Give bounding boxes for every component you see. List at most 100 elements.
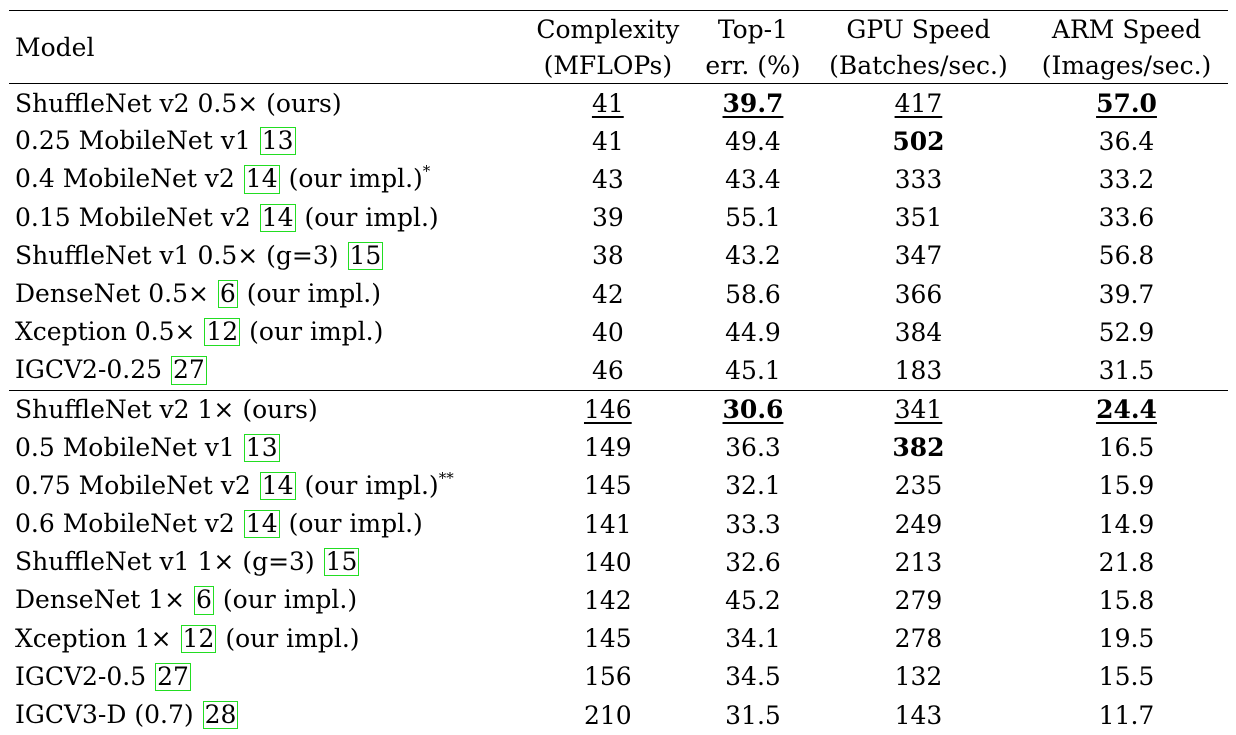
comparison-table: Model Complexity Top-1 GPU Speed ARM Spe… xyxy=(9,10,1228,734)
complexity-cell: 46 xyxy=(522,351,694,390)
top1-cell: 55.1 xyxy=(694,199,812,237)
arm-cell: 52.9 xyxy=(1025,313,1228,351)
top1-cell: 32.6 xyxy=(694,543,812,581)
gpu-cell: 183 xyxy=(812,351,1025,390)
model-name: IGCV2-0.5 xyxy=(15,661,147,691)
complexity-cell: 40 xyxy=(522,313,694,351)
gpu-value: 249 xyxy=(894,509,943,539)
model-name-cell: IGCV2-0.5 27 xyxy=(9,658,522,696)
model-name: DenseNet 0.5× xyxy=(15,278,209,308)
citation-link[interactable]: 14 xyxy=(259,202,296,232)
arm-value: 15.9 xyxy=(1098,471,1155,501)
top1-value: 43.2 xyxy=(725,241,781,271)
citation-link[interactable]: 13 xyxy=(259,126,296,156)
model-name-cell: IGCV2-0.25 27 xyxy=(9,351,522,390)
gpu-cell: 235 xyxy=(812,467,1025,505)
model-name-cell: 0.25 MobileNet v1 13 xyxy=(9,122,522,160)
model-name: 0.5 MobileNet v1 xyxy=(15,432,235,462)
header-gpu-line1: GPU Speed xyxy=(846,14,991,44)
table-row: Xception 1× 12 (our impl.) 145 34.1 278 19.5 xyxy=(9,620,1228,658)
model-name-cell: ShuffleNet v1 1× (g=3) 15 xyxy=(9,543,522,581)
complexity-value: 40 xyxy=(591,317,624,347)
top1-value: 39.7 xyxy=(722,88,784,118)
citation-link[interactable]: 27 xyxy=(155,661,191,692)
model-name: DenseNet 1× xyxy=(15,585,186,615)
top1-cell: 43.2 xyxy=(694,237,812,275)
top1-cell: 34.1 xyxy=(694,620,812,658)
gpu-value: 213 xyxy=(894,547,943,577)
gpu-cell: 366 xyxy=(812,275,1025,313)
arm-cell: 11.7 xyxy=(1025,696,1228,734)
complexity-cell: 38 xyxy=(522,237,694,275)
gpu-value: 347 xyxy=(894,241,943,271)
header-row-2: (MFLOPs) err. (%) (Batches/sec.) (Images… xyxy=(9,47,1228,84)
complexity-value: 210 xyxy=(583,700,632,730)
table-row: IGCV2-0.5 27 156 34.5 132 15.5 xyxy=(9,658,1228,696)
model-name-cell: 0.5 MobileNet v1 13 xyxy=(9,429,522,467)
gpu-cell: 384 xyxy=(812,313,1025,351)
complexity-value: 41 xyxy=(591,126,624,156)
arm-value: 33.6 xyxy=(1098,203,1155,233)
complexity-value: 141 xyxy=(583,509,632,539)
arm-value: 52.9 xyxy=(1098,317,1155,347)
citation-link[interactable]: 14 xyxy=(259,470,296,501)
citation-link[interactable]: 14 xyxy=(243,509,280,539)
model-suffix: (our impl.) xyxy=(222,585,358,615)
model-suffix: (our impl.) xyxy=(304,470,439,500)
gpu-value: 235 xyxy=(894,471,943,501)
complexity-cell: 145 xyxy=(522,620,694,658)
top1-cell: 43.4 xyxy=(694,160,812,198)
arm-cell: 21.8 xyxy=(1025,543,1228,581)
arm-value: 15.5 xyxy=(1098,662,1155,692)
header-top1-line2: err. (%) xyxy=(705,50,801,80)
citation-link[interactable]: 12 xyxy=(204,317,241,347)
model-suffix: (our impl.) xyxy=(249,317,384,347)
header-model: Model xyxy=(15,32,95,62)
gpu-cell: 279 xyxy=(812,581,1025,619)
arm-cell: 31.5 xyxy=(1025,351,1228,390)
gpu-cell: 278 xyxy=(812,620,1025,658)
table-row: ShuffleNet v1 1× (g=3) 15 140 32.6 213 21.8 xyxy=(9,543,1228,581)
header-complexity-line2: (MFLOPs) xyxy=(543,50,673,80)
complexity-value: 145 xyxy=(583,624,632,654)
arm-value: 11.7 xyxy=(1098,700,1155,730)
model-name: ShuffleNet v2 1× (ours) xyxy=(15,395,318,425)
gpu-cell: 249 xyxy=(812,505,1025,543)
arm-cell: 19.5 xyxy=(1025,620,1228,658)
arm-value: 33.2 xyxy=(1098,164,1155,194)
citation-link[interactable]: 15 xyxy=(323,547,360,577)
citation-link[interactable]: 14 xyxy=(243,164,280,194)
citation-link[interactable]: 12 xyxy=(180,623,217,653)
citation-link[interactable]: 27 xyxy=(171,355,207,385)
top1-value: 44.9 xyxy=(725,317,781,347)
top1-value: 31.5 xyxy=(725,700,781,730)
arm-cell: 15.5 xyxy=(1025,658,1228,696)
model-name: IGCV3-D (0.7) xyxy=(15,699,194,729)
citation-link[interactable]: 6 xyxy=(194,585,214,615)
header-complexity-line1: Complexity xyxy=(536,14,680,44)
citation-link[interactable]: 28 xyxy=(202,699,239,730)
gpu-value: 341 xyxy=(894,395,943,425)
table-row: DenseNet 1× 6 (our impl.) 142 45.2 279 15.8 xyxy=(9,581,1228,619)
header-arm-line1: ARM Speed xyxy=(1051,14,1202,44)
top1-value: 32.1 xyxy=(725,471,781,501)
top1-cell: 58.6 xyxy=(694,275,812,313)
model-name: ShuffleNet v1 0.5× (g=3) xyxy=(15,240,339,270)
complexity-value: 145 xyxy=(583,471,632,501)
citation-link[interactable]: 15 xyxy=(347,240,384,270)
arm-cell: 56.8 xyxy=(1025,237,1228,275)
citation-link[interactable]: 13 xyxy=(243,432,280,462)
header-gpu-line2: (Batches/sec.) xyxy=(829,50,1008,80)
model-name-cell: Xception 1× 12 (our impl.) xyxy=(9,620,522,658)
top1-value: 34.5 xyxy=(725,662,781,692)
table-row: 0.5 MobileNet v1 13 149 36.3 382 16.5 xyxy=(9,429,1228,467)
model-name: Xception 1× xyxy=(15,623,172,653)
model-name: ShuffleNet v2 0.5× (ours) xyxy=(15,88,342,118)
arm-value: 16.5 xyxy=(1098,433,1155,463)
table-row: 0.25 MobileNet v1 13 41 49.4 502 36.4 xyxy=(9,122,1228,160)
citation-link[interactable]: 6 xyxy=(217,278,238,309)
arm-value: 39.7 xyxy=(1098,279,1155,309)
top1-cell: 39.7 xyxy=(694,84,812,123)
top1-value: 36.3 xyxy=(725,433,781,463)
gpu-cell: 351 xyxy=(812,199,1025,237)
